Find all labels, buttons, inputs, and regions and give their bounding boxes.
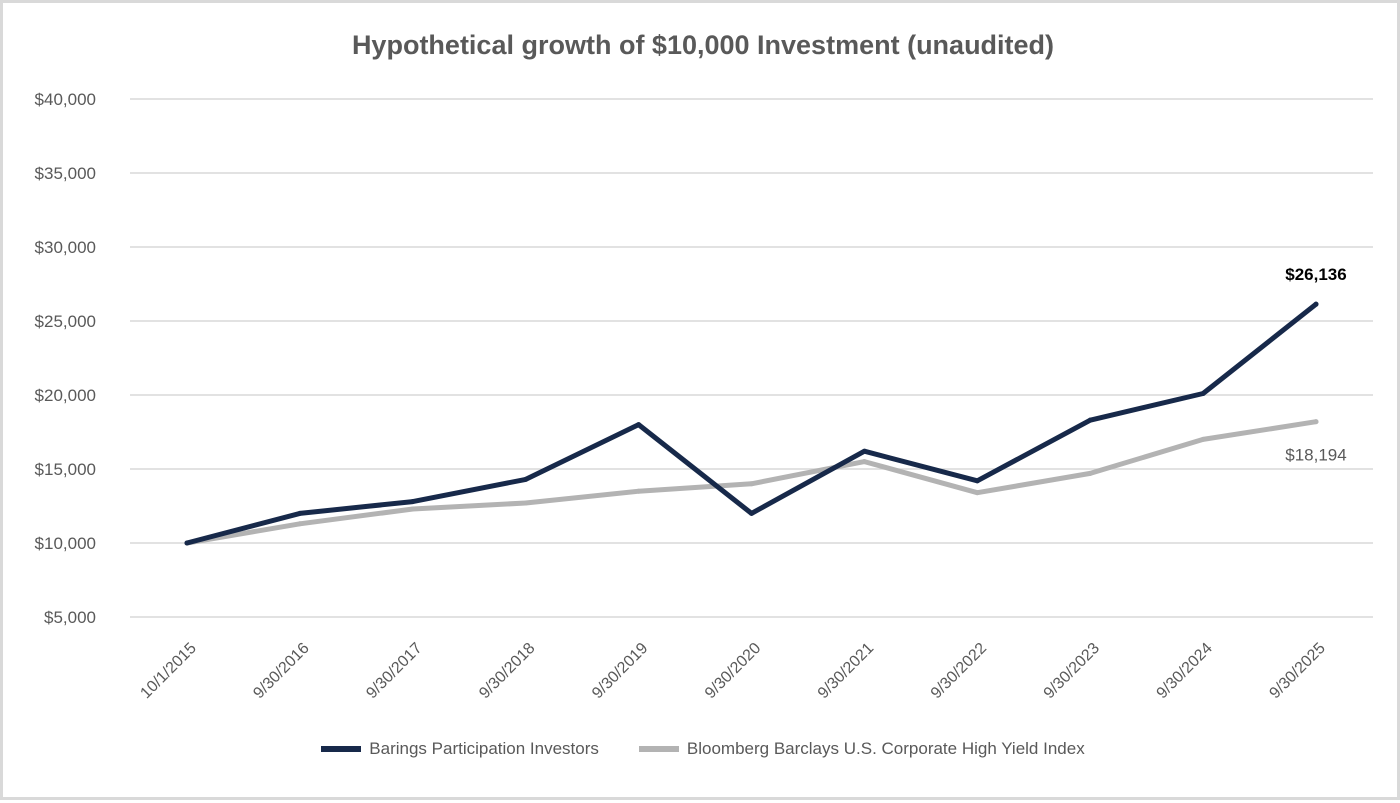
x-tick-label: 9/30/2017 xyxy=(363,640,425,702)
line-chart: Hypothetical growth of $10,000 Investmen… xyxy=(35,30,1373,702)
chart-title: Hypothetical growth of $10,000 Investmen… xyxy=(352,30,1054,60)
data-point xyxy=(636,488,642,494)
data-point xyxy=(297,510,303,516)
data-point xyxy=(1313,419,1319,425)
legend: Barings Participation Investors Bloomberg… xyxy=(3,739,1400,759)
x-tick-label: 9/30/2019 xyxy=(589,640,651,702)
legend-item: Barings Participation Investors xyxy=(321,739,599,759)
data-point xyxy=(749,481,754,487)
data-labels: $26,136 $18,194 xyxy=(1285,265,1346,465)
x-tick-label: 9/30/2022 xyxy=(928,640,990,702)
legend-swatch xyxy=(638,746,679,752)
legend-item: Bloomberg Barclays U.S. Corporate High Y… xyxy=(638,739,1085,759)
data-point xyxy=(1200,391,1206,397)
x-tick-label: 9/30/2023 xyxy=(1041,640,1103,702)
data-point xyxy=(861,459,867,465)
x-tick-label: 9/30/2024 xyxy=(1154,640,1216,702)
legend-label: Barings Participation Investors xyxy=(369,739,599,758)
data-point xyxy=(410,506,416,512)
data-point xyxy=(1313,301,1319,307)
data-point xyxy=(749,510,754,516)
series-lines xyxy=(184,301,1319,546)
x-tick-label: 9/30/2025 xyxy=(1266,640,1328,702)
data-point xyxy=(523,500,529,506)
end-value-label-index: $18,194 xyxy=(1285,446,1346,465)
y-tick-label: $20,000 xyxy=(35,386,96,405)
x-tick-label: 10/1/2015 xyxy=(137,640,199,702)
data-point xyxy=(974,478,980,484)
data-point xyxy=(184,540,190,546)
gridlines xyxy=(130,98,1373,618)
y-tick-label: $5,000 xyxy=(44,608,96,627)
y-tick-label: $30,000 xyxy=(35,238,96,257)
series-line-fund xyxy=(184,301,1319,546)
data-point xyxy=(1087,470,1093,476)
x-tick-label: 9/30/2018 xyxy=(476,640,538,702)
y-tick-label: $10,000 xyxy=(35,534,96,553)
x-tick-label: 9/30/2016 xyxy=(250,640,312,702)
y-axis-tick-labels: $5,000 $10,000 $15,000 $20,000 $25,000 $30,00… xyxy=(35,90,96,627)
x-axis-tick-labels: 10/1/2015 9/30/2016 9/30/2017 9/30/2018 9/30… xyxy=(137,640,1328,702)
data-point xyxy=(974,490,980,496)
data-point xyxy=(636,422,642,428)
data-point xyxy=(861,448,867,454)
x-tick-label: 9/30/2021 xyxy=(815,640,877,702)
legend-label: Bloomberg Barclays U.S. Corporate High Y… xyxy=(686,739,1085,758)
y-tick-label: $40,000 xyxy=(35,90,96,109)
data-point xyxy=(1200,436,1206,442)
data-point xyxy=(410,499,416,505)
data-point xyxy=(523,476,529,482)
y-tick-label: $35,000 xyxy=(35,164,96,183)
data-point xyxy=(1087,417,1093,423)
y-tick-label: $25,000 xyxy=(35,312,96,331)
y-tick-label: $15,000 xyxy=(35,460,96,479)
end-value-label-fund: $26,136 xyxy=(1285,265,1346,284)
legend-swatch xyxy=(321,746,362,752)
data-point xyxy=(297,521,303,527)
x-tick-label: 9/30/2020 xyxy=(702,640,764,702)
